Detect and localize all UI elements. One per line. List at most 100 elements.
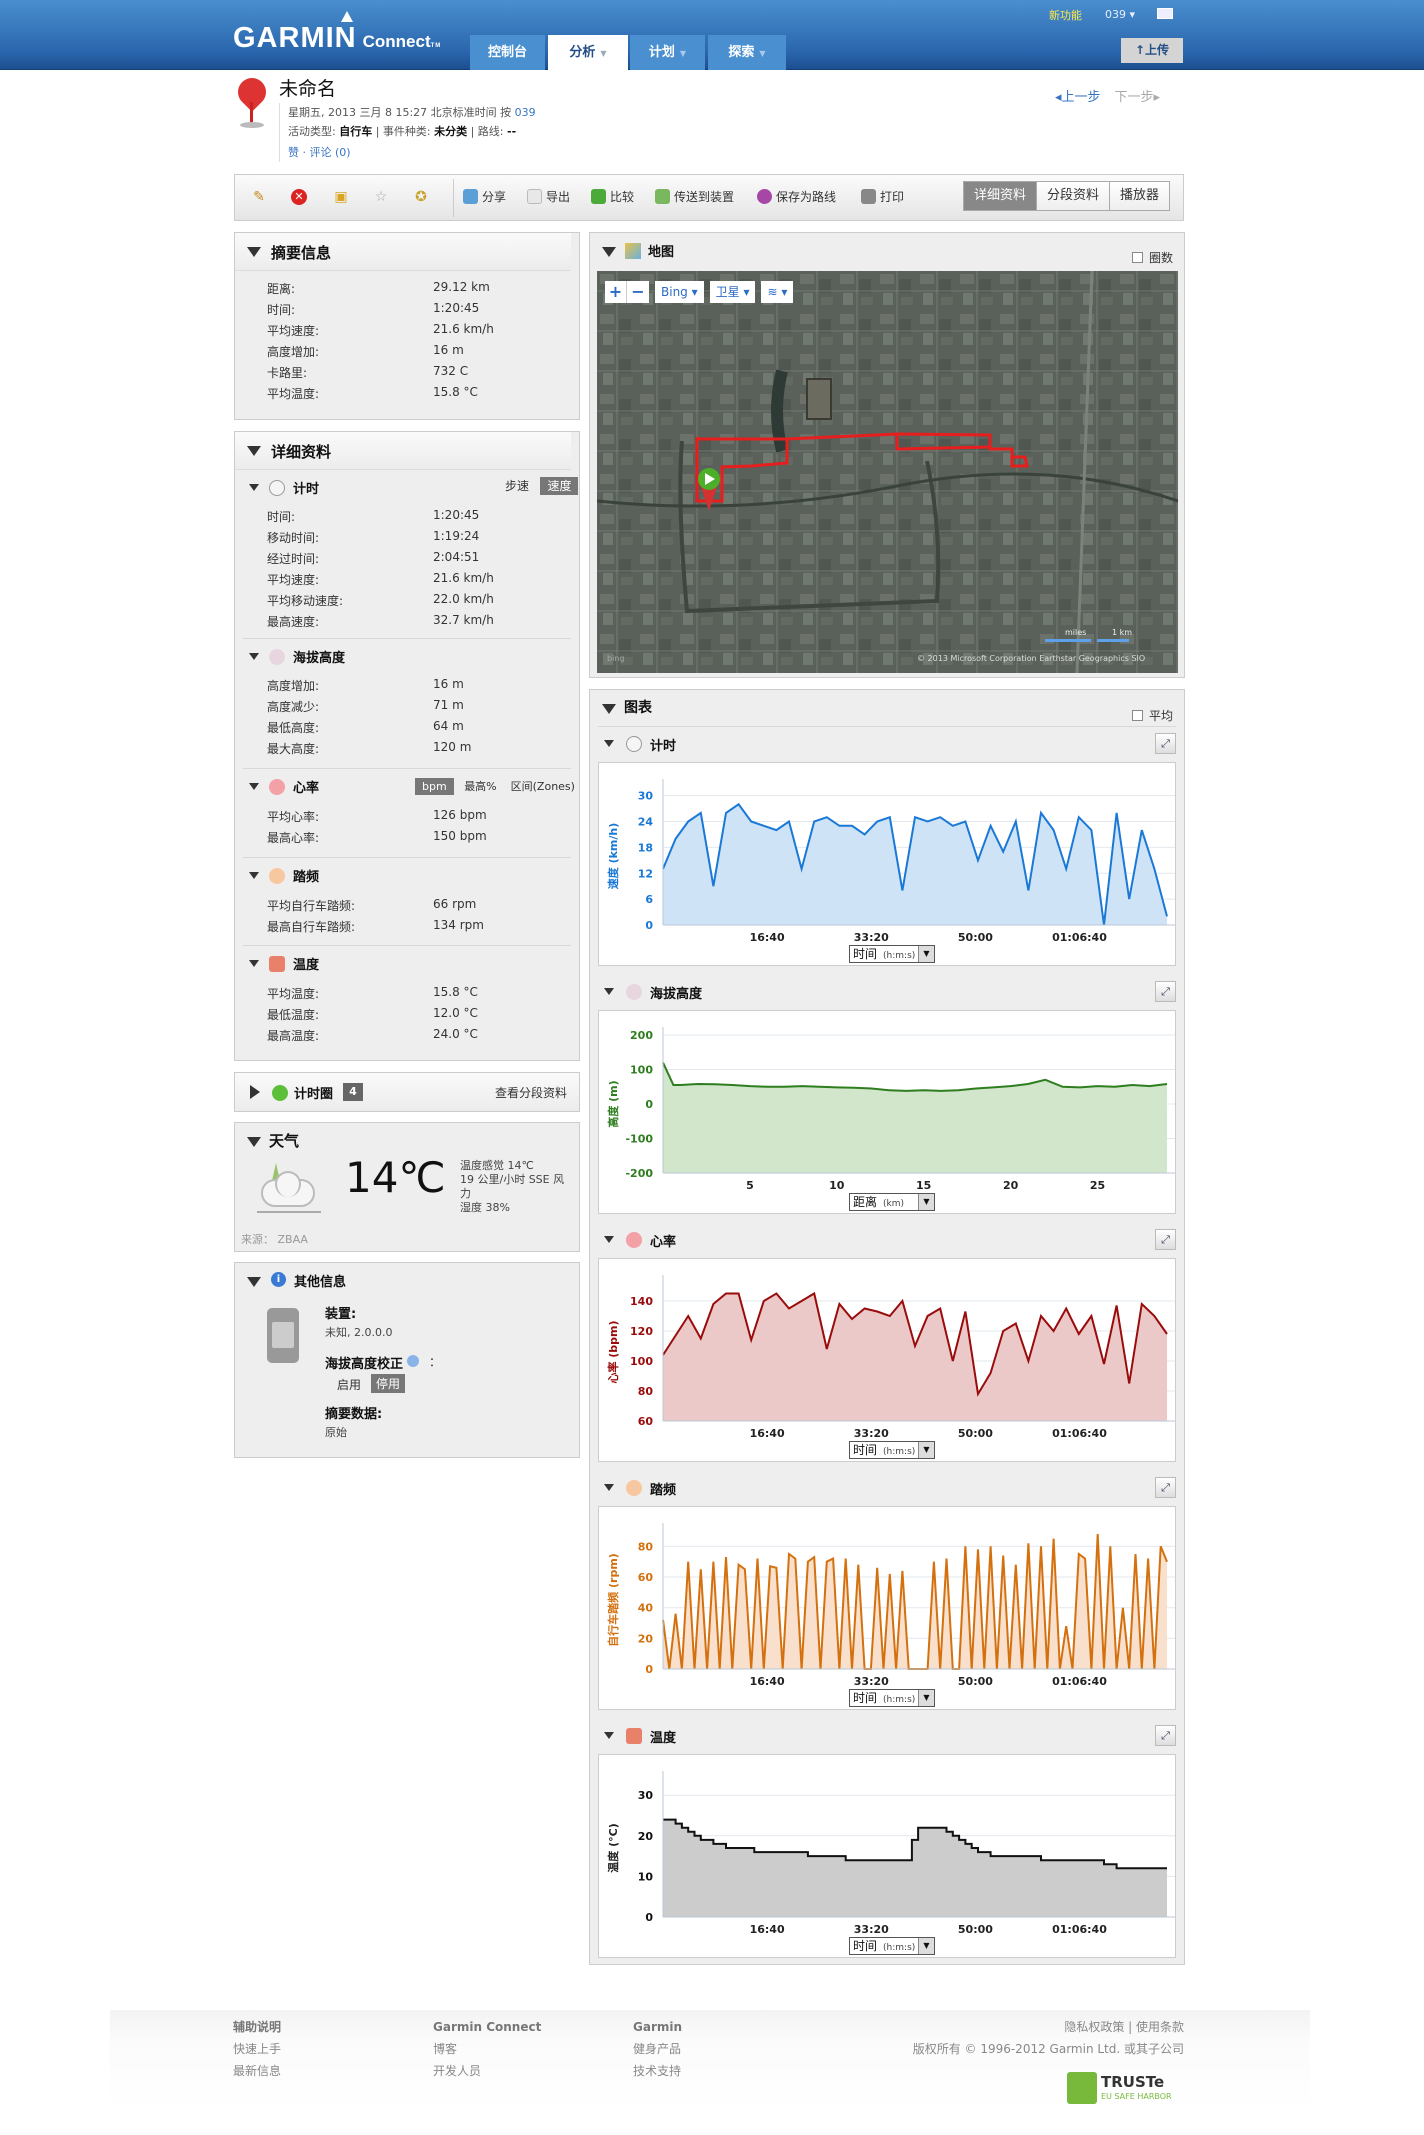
tab-splits[interactable]: 分段资料 (1036, 182, 1110, 210)
dropdown-arrow-icon[interactable]: ▼ (918, 1690, 934, 1706)
chart-header[interactable]: 踏频 ⤢ (598, 1474, 1176, 1502)
chart-plot[interactable]: 0 20 40 60 80 16:40 33:20 50:00 01:06:40 自行车踏频 (r… (599, 1507, 1177, 1711)
view-splits-link[interactable]: 查看分段资料 (495, 1086, 568, 1100)
collapse-icon[interactable] (247, 1137, 261, 1147)
elevation-correction-enable[interactable]: 启用 (337, 1378, 362, 1392)
expand-icon[interactable] (250, 1085, 260, 1099)
x-axis-selector[interactable]: 距离 (km) ▼ (849, 1193, 935, 1211)
toggle-pace[interactable]: 步速 (505, 479, 530, 493)
toggle-zones[interactable]: 区间(Zones) (510, 780, 575, 793)
map-provider-dropdown[interactable]: Bing ▾ (655, 281, 704, 303)
expand-chart-icon[interactable]: ⤢ (1155, 981, 1176, 1002)
footer-link-news[interactable]: 最新信息 (233, 2064, 282, 2078)
favorite-star-icon[interactable]: ☆ (374, 189, 388, 205)
details-header[interactable]: 详细资料 (235, 432, 571, 470)
average-checkbox[interactable]: 平均 (1132, 707, 1173, 724)
mail-icon[interactable] (1157, 8, 1173, 19)
save-course-button[interactable]: 保存为路线 (757, 189, 836, 205)
collapse-icon[interactable] (602, 704, 616, 714)
dropdown-arrow-icon[interactable]: ▼ (918, 946, 934, 962)
x-axis-selector[interactable]: 时间 (h:m:s) ▼ (849, 1937, 935, 1955)
prev-button[interactable]: ◂上一步 (1055, 90, 1101, 105)
footer-link-fitness[interactable]: 健身产品 (633, 2042, 682, 2056)
chart-header[interactable]: 计时 ⤢ (598, 730, 1176, 758)
edit-icon[interactable]: ✎ (253, 189, 265, 205)
heart-rate-section-header[interactable]: 心率 (249, 777, 319, 796)
help-icon[interactable] (407, 1355, 419, 1367)
collapse-icon[interactable] (247, 446, 261, 456)
user-menu[interactable]: 039 ▾ (1105, 8, 1136, 21)
chart-plot[interactable]: -200 -100 0 100 200 5 10 15 20 25 高度 (m) (599, 1011, 1177, 1215)
map-layers-dropdown[interactable]: ≋ ▾ (761, 281, 794, 303)
laps-panel[interactable]: 计时圈 4 查看分段资料 (234, 1072, 580, 1112)
toggle-speed[interactable]: 速度 (540, 477, 579, 495)
x-axis-selector[interactable]: 时间 (h:m:s) ▼ (849, 1441, 935, 1459)
toggle-max-pct[interactable]: 最高% (464, 780, 497, 793)
next-button[interactable]: 下一步▸ (1114, 90, 1161, 105)
delete-icon[interactable]: ✕ (291, 189, 307, 205)
zoom-in-button[interactable]: + (605, 281, 627, 303)
chart-header[interactable]: 心率 ⤢ (598, 1226, 1176, 1254)
expand-chart-icon[interactable]: ⤢ (1155, 1477, 1176, 1498)
collapse-icon[interactable] (604, 1484, 614, 1491)
laps-checkbox[interactable]: 圈数 (1132, 249, 1173, 266)
elevation-correction-disable[interactable]: 停用 (371, 1374, 406, 1393)
comment-link[interactable]: · 评论 (0) (299, 146, 351, 159)
nav-tab-plan[interactable]: 计划 ▼ (630, 35, 705, 70)
chart-plot[interactable]: 60 80 100 120 140 16:40 33:20 50:00 01:06:40 心率 (… (599, 1259, 1177, 1463)
collapse-icon[interactable] (604, 1236, 614, 1243)
privacy-terms-links[interactable]: 隐私权政策 | 使用条款 (1064, 2020, 1184, 2034)
map-canvas[interactable]: miles 1 km © 2013 Microsoft Corporation … (597, 271, 1178, 673)
expand-chart-icon[interactable]: ⤢ (1155, 733, 1176, 754)
collapse-icon[interactable] (604, 1732, 614, 1739)
collapse-icon[interactable] (247, 1277, 261, 1287)
zoom-out-button[interactable]: − (627, 281, 649, 303)
toggle-bpm[interactable]: bpm (415, 778, 454, 795)
x-axis-selector[interactable]: 时间 (h:m:s) ▼ (849, 945, 935, 963)
activity-type[interactable]: 自行车 (339, 125, 373, 138)
footer-link-developers[interactable]: 开发人员 (433, 2064, 482, 2078)
event-type[interactable]: 未分类 (434, 125, 468, 138)
summary-header[interactable]: 摘要信息 (235, 233, 571, 271)
elevation-section-header[interactable]: 海拔高度 (249, 647, 345, 666)
expand-chart-icon[interactable]: ⤢ (1155, 1725, 1176, 1746)
chart-header[interactable]: 温度 ⤢ (598, 1722, 1176, 1750)
like-link[interactable]: 赞 (288, 146, 299, 159)
expand-chart-icon[interactable]: ⤢ (1155, 1229, 1176, 1250)
new-features-link[interactable]: 新功能 (1049, 9, 1082, 22)
collapse-icon[interactable] (602, 247, 616, 257)
upload-button[interactable]: ↑上传 (1121, 38, 1183, 63)
share-button[interactable]: 分享 (463, 189, 506, 205)
activity-title[interactable]: 未命名 (279, 78, 337, 100)
privacy-lock-icon[interactable]: ▣ (334, 189, 348, 205)
print-button[interactable]: 打印 (861, 189, 904, 205)
dropdown-arrow-icon[interactable]: ▼ (918, 1938, 934, 1954)
export-button[interactable]: 导出 (527, 189, 570, 205)
truste-logo-icon[interactable] (1067, 2072, 1097, 2104)
timing-section-header[interactable]: 计时 (249, 478, 319, 497)
footer-link-support[interactable]: 技术支持 (633, 2064, 682, 2078)
tab-player[interactable]: 播放器 (1109, 182, 1170, 210)
footer-link-quickstart[interactable]: 快速上手 (233, 2042, 282, 2056)
footer-link-blog[interactable]: 博客 (433, 2042, 458, 2056)
temperature-section-header[interactable]: 温度 (249, 954, 319, 973)
nav-tab-analysis[interactable]: 分析 ▼ (548, 35, 628, 70)
collapse-icon[interactable] (604, 740, 614, 747)
satellite-map[interactable]: miles 1 km © 2013 Microsoft Corporation … (597, 271, 1178, 673)
collapse-icon[interactable] (247, 247, 261, 257)
checkbox[interactable] (1132, 710, 1143, 721)
badge-icon[interactable]: ✪ (415, 189, 427, 205)
nav-tab-dashboard[interactable]: 控制台 (470, 35, 545, 70)
dropdown-arrow-icon[interactable]: ▼ (918, 1194, 934, 1210)
compare-button[interactable]: 比较 (591, 189, 634, 205)
chart-header[interactable]: 海拔高度 ⤢ (598, 978, 1176, 1006)
cadence-section-header[interactable]: 踏频 (249, 866, 319, 885)
chart-plot[interactable]: 0 6 12 18 24 30 16:40 33:20 50:00 01:06:40 速度 (km/… (599, 763, 1177, 967)
tab-details[interactable]: 详细资料 (964, 182, 1037, 210)
dropdown-arrow-icon[interactable]: ▼ (918, 1442, 934, 1458)
chart-plot[interactable]: 0 10 20 30 16:40 33:20 50:00 01:06:40 温度 (°C) (599, 1755, 1177, 1959)
map-type-dropdown[interactable]: 卫星 ▾ (709, 281, 756, 303)
nav-tab-explore[interactable]: 探索 ▼ (708, 35, 786, 70)
checkbox[interactable] (1132, 252, 1143, 263)
garmin-connect-logo[interactable]: GARMIN ConnectTM (233, 11, 441, 55)
